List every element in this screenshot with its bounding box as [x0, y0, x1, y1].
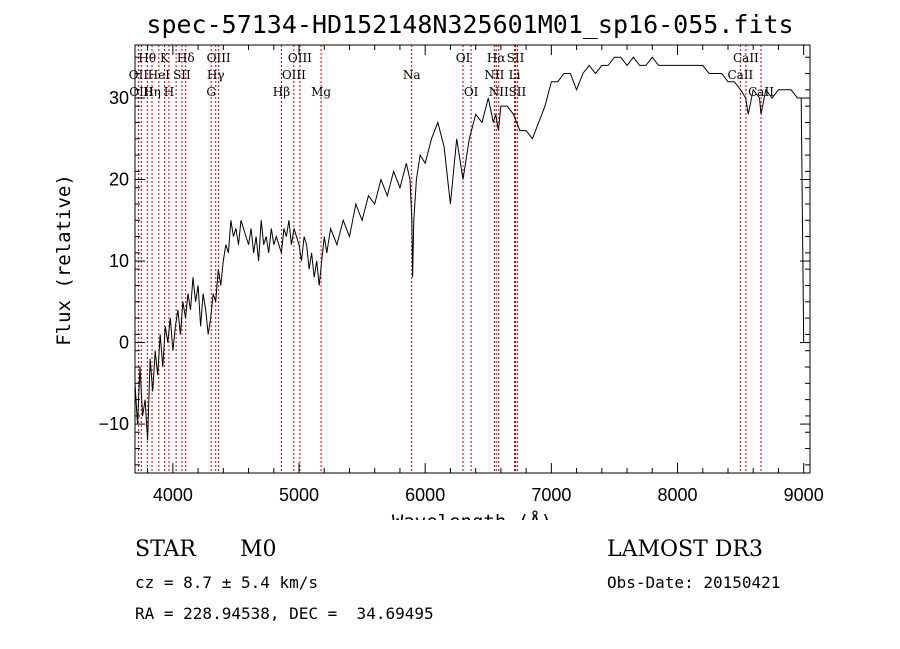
- line-label-16: Li: [509, 68, 521, 82]
- line-label-17: CaII: [727, 68, 753, 82]
- line-label-0: Hθ: [138, 51, 156, 65]
- line-label-9: OII: [129, 68, 149, 82]
- line-label-14: Na: [403, 68, 421, 82]
- spectrum-chart: spec-57134-HD152148N325601M01_sp16-055.f…: [53, 10, 824, 520]
- line-label-10: HeI: [148, 68, 171, 82]
- line-label-21: G: [206, 85, 216, 99]
- x-tick-label-3: 7000: [531, 485, 571, 505]
- y-tick-label-1: 0: [119, 333, 129, 353]
- y-tick-label-0: −10: [98, 414, 129, 434]
- observation-date: Obs-Date: 20150421: [607, 573, 781, 592]
- line-label-3: OIII: [207, 51, 231, 65]
- line-label-25: NII: [489, 85, 509, 99]
- x-tick-label-1: 5000: [279, 485, 319, 505]
- x-tick-label-0: 4000: [153, 485, 193, 505]
- emission-line-markers: [137, 45, 762, 473]
- line-label-22: Hβ: [273, 85, 290, 99]
- line-label-24: OI: [464, 85, 479, 99]
- line-label-7: SII: [507, 51, 525, 65]
- x-axis-label: Wavelength (Å): [392, 510, 552, 520]
- x-axis: 4000 5000 6000 7000 8000 9000: [147, 45, 824, 505]
- line-label-5: OI: [456, 51, 471, 65]
- line-label-19: Hη: [143, 85, 161, 99]
- line-label-8: CaII: [733, 51, 759, 65]
- y-axis: −10 0 10 20 30: [98, 56, 810, 466]
- y-tick-label-2: 10: [109, 251, 129, 271]
- x-tick-label-2: 6000: [405, 485, 445, 505]
- line-label-13: OIII: [282, 68, 306, 82]
- chart-title: spec-57134-HD152148N325601M01_sp16-055.f…: [146, 10, 793, 39]
- line-label-2: Hδ: [177, 51, 195, 65]
- line-label-15: NII: [484, 68, 504, 82]
- x-tick-label-5: 9000: [784, 485, 824, 505]
- object-class: STAR: [135, 537, 196, 562]
- survey-name: LAMOST DR3: [607, 537, 763, 562]
- line-label-6: Hα: [487, 51, 506, 65]
- plot-frame: [134, 44, 811, 474]
- y-tick-label-3: 20: [109, 170, 129, 190]
- x-tick-label-4: 8000: [657, 485, 697, 505]
- spectrum-line: [134, 56, 805, 441]
- line-label-27: CaII: [748, 85, 774, 99]
- sky-coordinates: RA = 228.94538, DEC = 34.69495: [135, 604, 434, 623]
- line-label-4: OIII: [288, 51, 312, 65]
- line-label-20: H: [164, 85, 174, 99]
- object-subclass: M0: [240, 537, 277, 562]
- line-label-1: K: [160, 51, 170, 65]
- y-tick-label-4: 30: [109, 88, 129, 108]
- line-label-12: Hγ: [207, 68, 225, 82]
- y-axis-label: Flux (relative): [53, 174, 75, 346]
- line-label-11: SII: [173, 68, 191, 82]
- line-label-26: SII: [509, 85, 527, 99]
- redshift-value: cz = 8.7 ± 5.4 km/s: [135, 573, 319, 592]
- line-label-23: Mg: [311, 85, 331, 99]
